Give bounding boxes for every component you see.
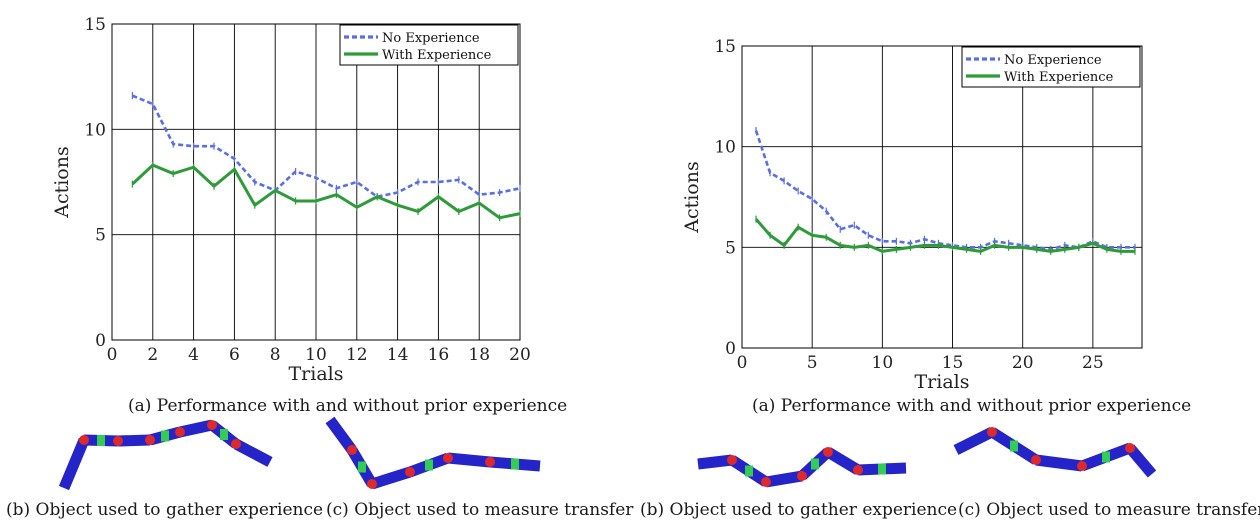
caption-right-c: (c) Object used to measure transfer <box>958 500 1260 520</box>
chain-segment <box>325 416 357 454</box>
chain-joint <box>1125 443 1135 453</box>
series-line-no-experience <box>754 130 1135 251</box>
chain-segment <box>447 452 491 468</box>
plot-frame <box>741 45 1143 349</box>
chain-segment <box>765 470 803 488</box>
x-tick-label: 10 <box>872 353 894 373</box>
x-tick-label: 0 <box>107 345 118 365</box>
x-tick-label: 10 <box>305 345 327 365</box>
legend-box <box>961 46 1141 88</box>
chain-joint <box>1077 461 1087 471</box>
chain-segment <box>1035 454 1083 472</box>
x-tick-label: 6 <box>229 345 240 365</box>
x-tick-label: 0 <box>737 353 748 373</box>
chain-joint <box>367 479 377 489</box>
x-tick-label: 8 <box>270 345 281 365</box>
chain-joint <box>797 471 807 481</box>
y-tick-label: 0 <box>725 339 736 359</box>
caption-left-c: (c) Object used to measure transfer <box>326 500 634 520</box>
x-tick-label: 15 <box>942 353 964 373</box>
caption-left-b: (b) Object used to gather experience <box>6 500 324 520</box>
object-gather-left-illustration <box>58 419 273 491</box>
y-tick-label: 10 <box>714 138 736 158</box>
x-tick-label: 5 <box>807 353 818 373</box>
legend-label-no-experience: No Experience <box>382 31 480 46</box>
chain-joint <box>231 439 241 449</box>
x-tick-label: 4 <box>188 345 199 365</box>
chain-joint <box>207 420 217 430</box>
series-line-with-experience <box>754 218 1135 253</box>
chain-segment <box>1125 444 1157 478</box>
x-tick-label: 12 <box>346 345 368 365</box>
chain-joint <box>987 427 997 437</box>
object-transfer-right-illustration <box>953 427 1157 478</box>
chain-segment <box>953 427 995 455</box>
chain-joint <box>79 435 89 445</box>
chain-joint <box>761 477 771 487</box>
x-tick-label: 20 <box>1012 353 1034 373</box>
chain-joint <box>145 435 155 445</box>
x-tick-label: 16 <box>428 345 450 365</box>
chain-segment <box>825 447 861 475</box>
chain-joint <box>727 455 737 465</box>
chain-joint <box>1031 455 1041 465</box>
chain-joint <box>853 465 863 475</box>
chain-segment <box>58 437 90 491</box>
chain-joint <box>443 453 453 463</box>
x-tick-label: 18 <box>468 345 490 365</box>
chain-joint <box>405 467 415 477</box>
series-line-no-experience <box>131 94 521 199</box>
chart-left: 0 2 4 6 8 10 12 14 16 18 20 0 5 10 15 Trials Actions No E… <box>51 15 531 385</box>
legend-box <box>339 24 519 66</box>
chain-segment <box>178 419 214 438</box>
chain-joint <box>347 445 357 455</box>
caption-right-a: (a) Performance with and without prior e… <box>752 396 1192 416</box>
caption-left-a: (a) Performance with and without prior e… <box>128 396 568 416</box>
legend-label-no-experience: No Experience <box>1004 53 1102 68</box>
x-tick-label: 2 <box>147 345 158 365</box>
y-tick-label: 10 <box>84 120 106 140</box>
caption-right-b: (b) Object used to gather experience <box>640 500 958 520</box>
y-axis-label: Actions <box>51 146 73 219</box>
x-tick-label: 25 <box>1082 353 1104 373</box>
chain-joint <box>823 447 833 457</box>
y-tick-label: 15 <box>714 37 736 57</box>
y-tick-label: 15 <box>84 15 106 35</box>
series-line-with-experience <box>131 163 521 220</box>
x-axis-label: Trials <box>289 363 344 385</box>
chain-segment <box>117 434 151 447</box>
chain-joint <box>175 427 185 437</box>
object-gather-right-illustration <box>697 447 907 488</box>
y-tick-label: 5 <box>725 238 736 258</box>
chain-segment <box>233 439 273 467</box>
x-tick-label: 20 <box>509 345 531 365</box>
y-tick-label: 5 <box>95 226 106 246</box>
y-tick-label: 0 <box>95 331 106 351</box>
chain-segment <box>370 466 412 490</box>
legend-label-with-experience: With Experience <box>1004 70 1114 85</box>
legend-label-with-experience: With Experience <box>382 48 492 63</box>
x-axis-label: Trials <box>915 371 970 393</box>
chain-joint <box>485 457 495 467</box>
chain-joint <box>113 436 123 446</box>
chain-segment <box>697 454 733 470</box>
y-axis-label: Actions <box>681 161 703 234</box>
object-transfer-left-illustration <box>325 416 541 490</box>
x-tick-label: 14 <box>387 345 409 365</box>
